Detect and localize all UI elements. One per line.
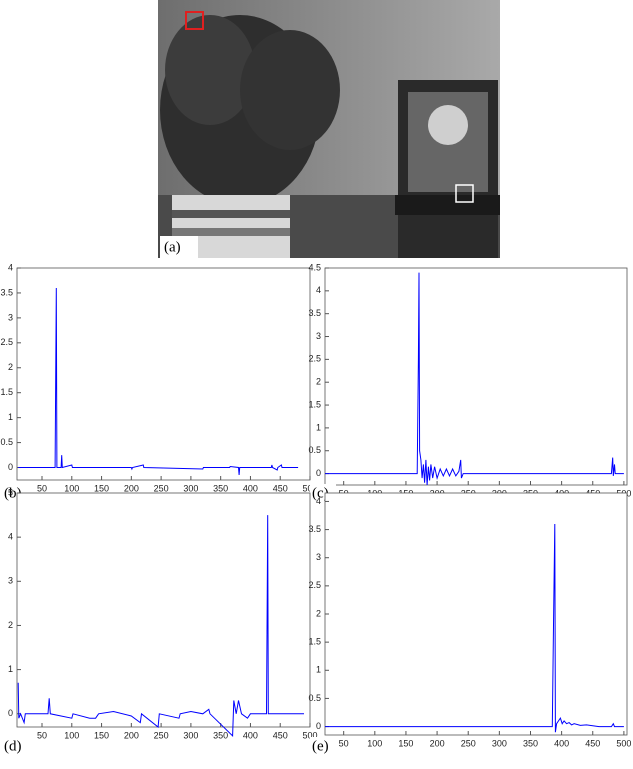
y-tick-label: 2 <box>316 377 321 387</box>
x-tick-label: 100 <box>367 738 382 748</box>
x-tick-label: 400 <box>554 738 569 748</box>
y-tick-label: 4 <box>316 285 321 295</box>
figure: (a) 00.511.522.533.545010015020025030035… <box>0 0 633 769</box>
y-tick-label: 3.5 <box>0 287 13 297</box>
x-tick-label: 100 <box>64 483 79 493</box>
y-tick-label: 1.5 <box>308 637 321 647</box>
y-tick-label: 2.5 <box>308 354 321 364</box>
y-tick-label: 2.5 <box>0 337 13 347</box>
x-tick-label: 250 <box>154 483 169 493</box>
y-tick-label: 3 <box>8 312 13 322</box>
y-tick-label: 1 <box>316 422 321 432</box>
y-tick-label: 1 <box>8 664 13 674</box>
x-tick-label: 100 <box>64 730 79 740</box>
x-tick-label: 400 <box>243 483 258 493</box>
y-tick-label: 2 <box>8 620 13 630</box>
y-tick-label: 0 <box>316 721 321 731</box>
plot-box <box>17 493 310 727</box>
x-tick-label: 50 <box>37 483 47 493</box>
y-tick-label: 4.5 <box>308 262 321 272</box>
y-tick-label: 1.5 <box>0 387 13 397</box>
y-tick-label: 2 <box>316 608 321 618</box>
x-tick-label: 50 <box>339 738 349 748</box>
y-tick-label: 0.5 <box>308 445 321 455</box>
y-tick-label: 3.5 <box>308 524 321 534</box>
plot-box <box>325 493 627 735</box>
x-tick-label: 200 <box>124 483 139 493</box>
x-tick-label: 500 <box>616 738 631 748</box>
x-tick-label: 150 <box>94 483 109 493</box>
x-tick-label: 350 <box>523 738 538 748</box>
plot-box <box>17 268 310 480</box>
y-tick-label: 2.5 <box>308 580 321 590</box>
y-tick-label: 3 <box>316 552 321 562</box>
y-tick-label: 5 <box>8 487 13 497</box>
photo: (a) <box>158 0 500 258</box>
y-tick-label: 4 <box>316 496 321 506</box>
x-tick-label: 150 <box>398 738 413 748</box>
y-tick-label: 0 <box>316 468 321 478</box>
panel-label: (d) <box>4 738 22 754</box>
panel-label: (e) <box>312 738 329 754</box>
x-tick-label: 250 <box>461 738 476 748</box>
x-tick-label: 450 <box>273 483 288 493</box>
x-tick-label: 200 <box>430 738 445 748</box>
chart: 00.511.522.533.544.550100150200250300350… <box>308 262 631 504</box>
y-tick-label: 1 <box>316 665 321 675</box>
x-tick-label: 150 <box>94 730 109 740</box>
y-tick-label: 1 <box>8 412 13 422</box>
y-tick-label: 0.5 <box>0 437 13 447</box>
x-tick-label: 300 <box>183 730 198 740</box>
y-tick-label: 3 <box>8 576 13 586</box>
y-tick-label: 1.5 <box>308 399 321 409</box>
y-tick-label: 2 <box>8 362 13 372</box>
plot-box <box>325 268 627 485</box>
x-tick-label: 350 <box>213 483 228 493</box>
x-tick-label: 250 <box>154 730 169 740</box>
y-tick-label: 3 <box>316 331 321 341</box>
y-tick-label: 0.5 <box>308 693 321 703</box>
y-tick-label: 4 <box>8 262 13 272</box>
y-tick-label: 4 <box>8 532 13 542</box>
x-tick-label: 450 <box>273 730 288 740</box>
x-tick-label: 300 <box>492 738 507 748</box>
y-tick-label: 0 <box>8 462 13 472</box>
y-tick-label: 3.5 <box>308 308 321 318</box>
x-tick-label: 400 <box>243 730 258 740</box>
y-tick-label: 0 <box>8 708 13 718</box>
x-tick-label: 300 <box>183 483 198 493</box>
x-tick-label: 200 <box>124 730 139 740</box>
panel-label: (a) <box>164 239 181 255</box>
x-tick-label: 450 <box>585 738 600 748</box>
x-tick-label: 350 <box>213 730 228 740</box>
x-tick-label: 50 <box>37 730 47 740</box>
